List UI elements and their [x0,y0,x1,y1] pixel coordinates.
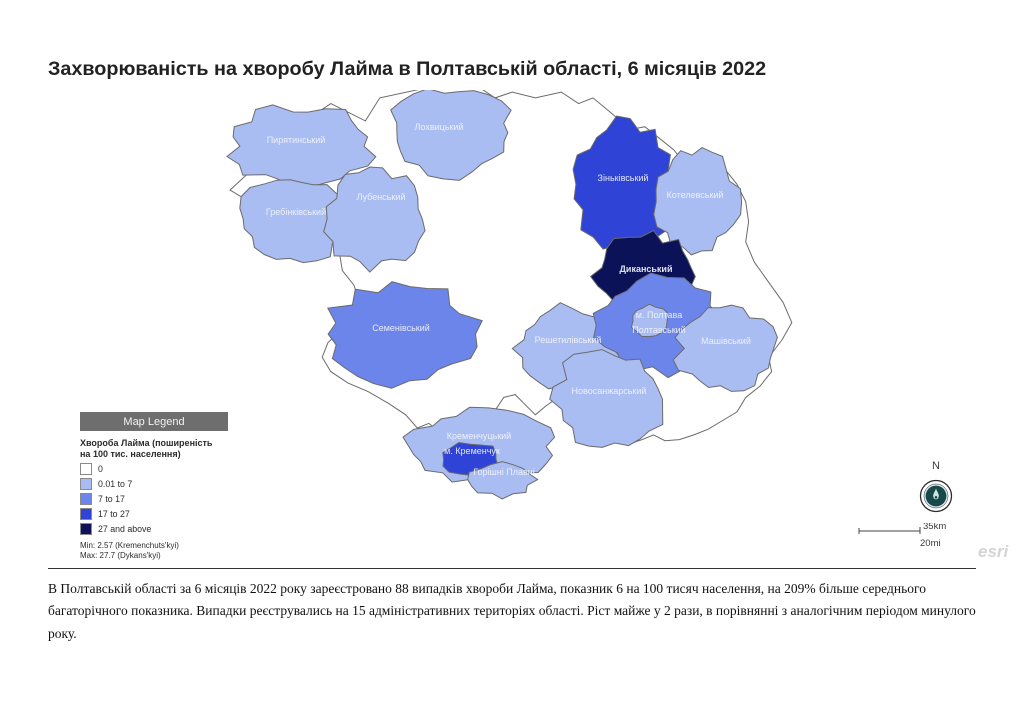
svg-text:20mi: 20mi [920,538,941,549]
svg-text:35km: 35km [923,523,946,532]
svg-text:N: N [932,460,940,472]
